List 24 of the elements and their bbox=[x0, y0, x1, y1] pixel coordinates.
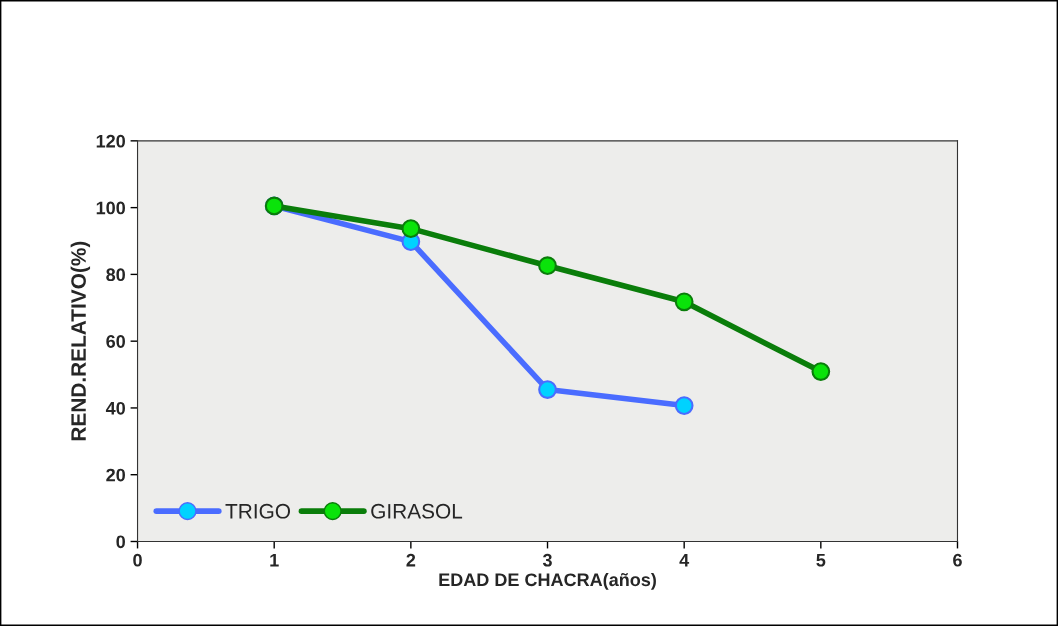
x-tick-label: 0 bbox=[133, 553, 142, 567]
y-tick-label: 20 bbox=[106, 468, 125, 482]
x-tick-label: 6 bbox=[953, 553, 962, 567]
point bbox=[674, 396, 694, 415]
y-tick-label: 80 bbox=[106, 268, 125, 282]
legend-label: TRIGO bbox=[225, 503, 291, 519]
legend-label: GIRASOL bbox=[371, 503, 463, 519]
y-tick-label: 100 bbox=[96, 201, 125, 215]
y-tick-label: 0 bbox=[116, 535, 125, 549]
x-axis-title: EDAD DE CHACRA(años) bbox=[439, 572, 656, 590]
point bbox=[538, 256, 557, 276]
x-tick-label: 1 bbox=[270, 553, 279, 567]
y-axis-title: REND.RELATIVO(%) bbox=[70, 241, 91, 441]
y-tick-label: 60 bbox=[106, 335, 125, 348]
x-tick-label: 5 bbox=[816, 553, 826, 567]
x-tick-label: 4 bbox=[679, 553, 690, 567]
point bbox=[674, 292, 694, 312]
y-tick-label: 40 bbox=[105, 401, 125, 415]
point bbox=[538, 380, 557, 399]
x-tick-label: 3 bbox=[542, 553, 552, 567]
point bbox=[401, 219, 421, 239]
y-tick-label: 120 bbox=[96, 134, 125, 148]
x-tick-label: 2 bbox=[406, 553, 416, 567]
point bbox=[811, 362, 831, 381]
